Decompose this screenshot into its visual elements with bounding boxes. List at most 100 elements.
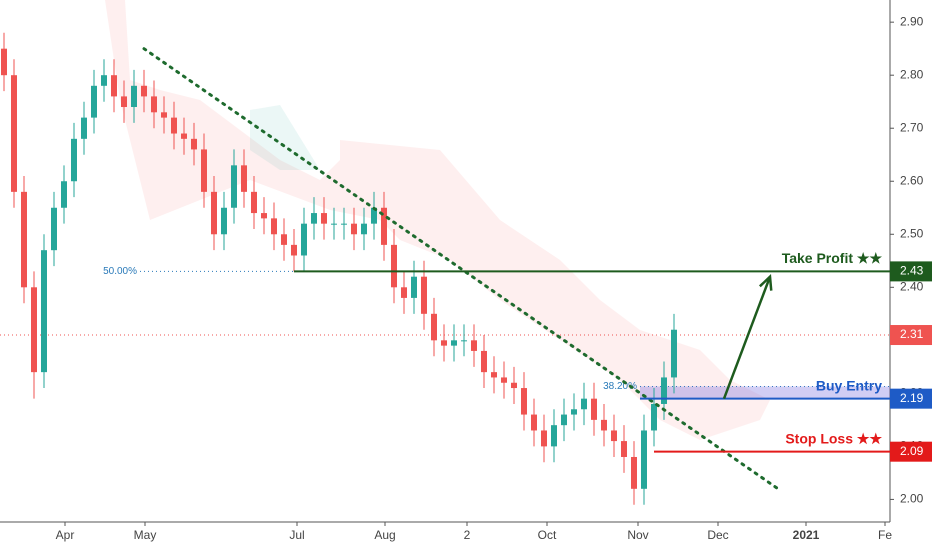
candle-body [51,207,57,251]
candle-body [261,213,267,219]
candle-body [201,149,207,192]
candle-body [641,430,647,489]
level-name: Take Profit ★★ [782,250,883,266]
candle-body [161,112,167,118]
candle-body [301,223,307,256]
cloud [105,0,770,440]
price-tag [890,388,932,409]
candle-body [1,48,7,76]
price-tag [890,261,932,282]
candle-body [371,207,377,224]
candle-body [31,287,37,373]
x-tick-label: 2021 [793,528,820,542]
price-tag-label: 2.19 [900,391,924,405]
candle-body [601,419,607,431]
candle-body [381,207,387,245]
cloud [250,105,320,170]
candle-body [491,372,497,378]
candle-body [271,218,277,235]
candle-body [121,96,127,108]
price-tag-label: 2.31 [900,327,924,341]
level-name: Stop Loss ★★ [785,430,882,446]
candle-body [471,340,477,351]
candle-body [191,138,197,150]
x-tick-label: Fe [878,528,892,542]
x-tick-label: May [134,528,157,542]
x-tick-label: Oct [538,528,557,542]
candle-body [511,382,517,389]
candle-body [541,430,547,447]
x-tick-label: 2 [464,528,471,542]
candle-body [591,398,597,420]
y-tick-label: 2.40 [900,279,924,293]
candle-body [451,340,457,346]
candle-body [231,165,237,208]
candle-body [181,133,187,139]
fib-label: 50.00% [103,266,137,277]
candle-body [581,398,587,410]
candle-body [551,425,557,447]
candle-body [321,213,327,224]
entry-zone [640,386,890,399]
candle-body [501,377,507,383]
candle-body [391,244,397,288]
x-tick-label: Apr [56,528,75,542]
arrow-head [758,274,773,291]
candle-body [141,85,147,97]
candle-body [531,414,537,431]
candle-body [311,213,317,224]
candle-body [661,377,667,404]
candle-body [21,191,27,288]
candle-body [411,276,417,298]
candle-body [621,441,627,457]
x-tick-label: Nov [627,528,648,542]
candle-body [171,117,177,134]
candle-body [111,75,117,97]
candle-body [291,244,297,256]
candle-body [611,430,617,442]
trendline [142,47,780,491]
candle-body [211,191,217,235]
x-tick-label: Jul [289,528,304,542]
price-tag-label: 2.43 [900,264,924,278]
candle-body [71,138,77,182]
candle-body [281,234,287,245]
fib-label: 38.20% [603,381,637,392]
y-tick-label: 2.70 [900,120,924,134]
candle-body [441,340,447,346]
y-tick-label: 2.80 [900,67,924,81]
y-tick-label: 2.00 [900,492,924,506]
candle-body [131,85,137,108]
x-tick-label: Aug [374,528,395,542]
candle-body [431,313,437,341]
candle-body [461,340,467,342]
candle-body [11,75,17,192]
candle-body [221,207,227,235]
candle-body [521,388,527,415]
candle-body [651,403,657,431]
y-tick-label: 2.60 [900,173,924,187]
candle-body [331,223,337,225]
candle-body [481,350,487,373]
price-tag [890,325,932,346]
candle-body [401,287,407,298]
candle-body [251,191,257,214]
candle-body [81,117,87,139]
candle-body [101,75,107,86]
candle-body [151,96,157,113]
candle-body [631,456,637,489]
y-tick-label: 2.90 [900,14,924,28]
x-tick-label: Dec [707,528,728,542]
candle-body [41,250,47,373]
candle-body [341,223,347,225]
y-tick-label: 2.50 [900,226,924,240]
level-name: Buy Entry [816,377,882,393]
arrow [722,276,772,400]
candle-body [571,409,577,415]
candle-body [671,329,677,378]
candle-body [351,223,357,235]
candle-body [241,165,247,192]
